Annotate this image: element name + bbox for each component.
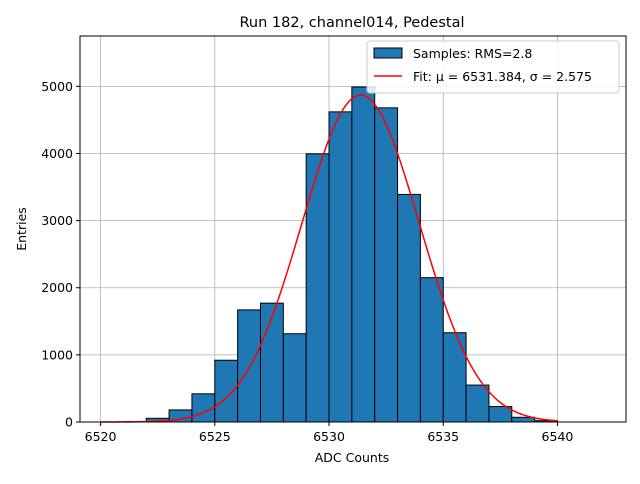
x-tick-label: 6540 [542, 429, 574, 444]
y-tick-label: 0 [65, 415, 73, 430]
x-tick-label: 6525 [199, 429, 231, 444]
histogram-bar [238, 310, 261, 422]
histogram-bar [398, 194, 421, 422]
x-tick-label: 6520 [85, 429, 117, 444]
histogram-bar [512, 417, 535, 422]
histogram-bar [329, 112, 352, 422]
x-tick-label: 6535 [427, 429, 459, 444]
y-tick-label: 2000 [41, 280, 73, 295]
y-axis-label: Entries [14, 207, 29, 251]
legend-label-fit: Fit: μ = 6531.384, σ = 2.575 [413, 69, 592, 84]
y-tick-label: 1000 [41, 347, 73, 362]
histogram-bar [375, 108, 398, 422]
chart-title: Run 182, channel014, Pedestal [239, 15, 464, 31]
histogram-bar [283, 334, 306, 422]
x-tick-label: 6530 [313, 429, 345, 444]
histogram-bar [466, 385, 489, 422]
x-axis-label: ADC Counts [315, 450, 390, 465]
histogram-bar [306, 154, 329, 422]
y-tick-label: 5000 [41, 79, 73, 94]
histogram-bar [192, 394, 215, 422]
histogram-bar [420, 278, 443, 422]
histogram-bar [215, 360, 238, 422]
histogram-bars [123, 87, 557, 422]
legend: Samples: RMS=2.8 Fit: μ = 6531.384, σ = … [367, 41, 619, 93]
histogram-bar [260, 303, 283, 422]
legend-label-samples: Samples: RMS=2.8 [413, 46, 532, 61]
y-tick-label: 3000 [41, 213, 73, 228]
histogram-bar [352, 87, 375, 422]
y-tick-label: 4000 [41, 146, 73, 161]
histogram-bar [443, 333, 466, 422]
legend-swatch-samples [374, 48, 402, 58]
